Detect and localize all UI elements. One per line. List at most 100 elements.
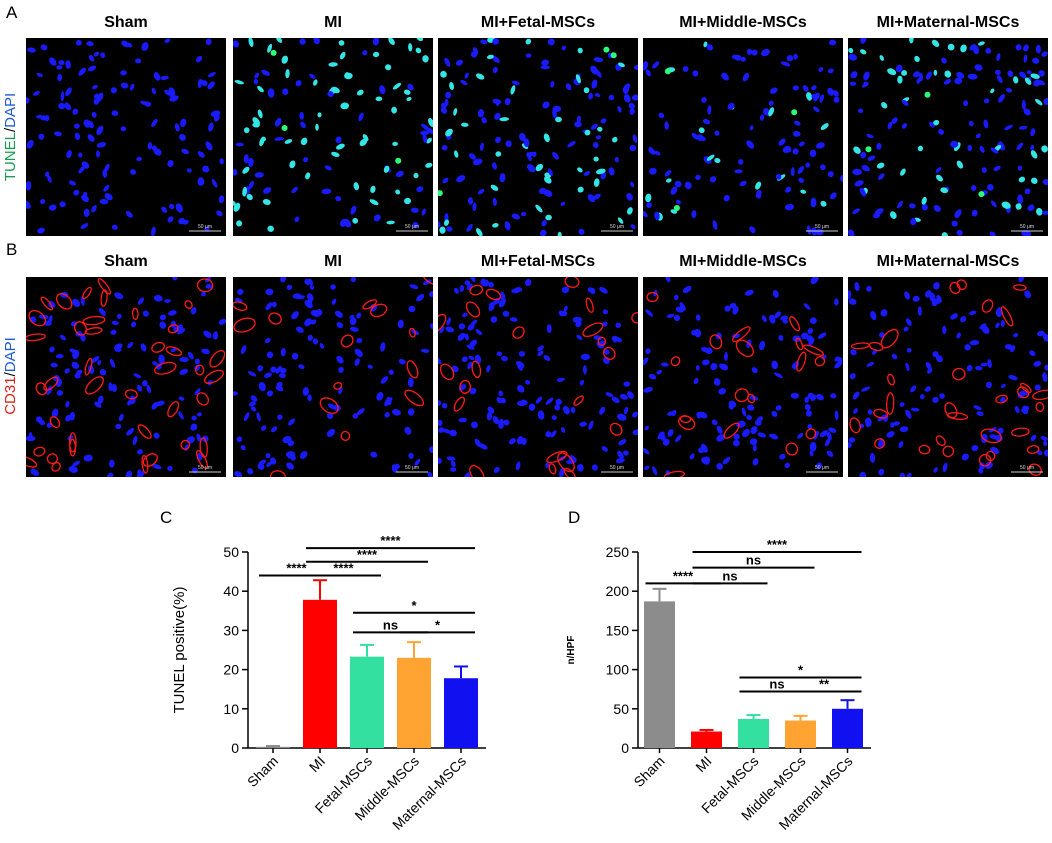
nucleus xyxy=(114,347,122,353)
nucleus xyxy=(848,437,856,443)
nucleus xyxy=(834,298,839,306)
nucleus xyxy=(133,373,141,379)
cd31-image-3: 50 μm xyxy=(643,277,843,477)
nucleus xyxy=(338,366,344,373)
nucleus xyxy=(464,280,471,286)
cd31-vessel xyxy=(548,463,557,475)
cd31-vessel xyxy=(956,279,967,291)
nucleus xyxy=(719,363,727,370)
nucleus xyxy=(439,226,446,234)
nucleus xyxy=(859,471,867,477)
nucleus xyxy=(291,352,299,360)
nucleus xyxy=(538,187,546,194)
nucleus xyxy=(714,157,721,164)
nucleus xyxy=(574,121,582,128)
nucleus xyxy=(194,388,201,396)
nucleus xyxy=(354,358,360,367)
nucleus xyxy=(927,367,933,374)
nucleus xyxy=(259,136,265,147)
nucleus xyxy=(391,106,398,114)
cd31-vessel xyxy=(195,364,205,376)
micrograph-canvas: 50 μm xyxy=(643,39,843,236)
nucleus xyxy=(130,169,137,175)
column-label-fetal-b: MI+Fetal-MSCs xyxy=(480,253,596,270)
nucleus xyxy=(91,205,97,213)
cd31-vessel xyxy=(100,289,108,307)
tunel-image-2: 50 μm xyxy=(438,38,638,236)
nucleus xyxy=(151,226,156,236)
nucleus xyxy=(1001,201,1011,209)
nucleus xyxy=(817,332,827,339)
nucleus xyxy=(867,155,876,161)
nucleus xyxy=(250,395,258,402)
nucleus xyxy=(821,354,827,360)
micrograph-canvas: 50 μm xyxy=(233,38,433,232)
nucleus xyxy=(127,341,134,349)
nucleus xyxy=(453,108,458,116)
nucleus xyxy=(125,470,132,477)
nucleus xyxy=(692,70,699,77)
nucleus xyxy=(691,210,697,219)
cd31-vessel xyxy=(82,286,92,300)
cd31-vessel xyxy=(73,321,88,336)
nucleus xyxy=(30,468,40,476)
nucleus xyxy=(612,136,618,143)
nucleus xyxy=(168,87,174,98)
nucleus xyxy=(601,446,608,452)
cd31-vessel xyxy=(469,464,485,477)
tunel-image-3: 50 μm xyxy=(643,38,843,236)
nucleus xyxy=(327,91,334,97)
nucleus xyxy=(354,348,363,358)
nucleus xyxy=(492,416,500,425)
nucleus xyxy=(499,173,506,183)
nucleus xyxy=(420,130,430,136)
chart-c-y-tick-label: 10 xyxy=(223,701,239,717)
nucleus xyxy=(1036,207,1043,216)
nucleus xyxy=(595,135,602,140)
nucleus xyxy=(634,64,638,70)
nucleus xyxy=(307,394,312,402)
nucleus xyxy=(721,72,729,81)
nucleus xyxy=(664,169,672,177)
cd31-vessel xyxy=(1026,445,1040,454)
cd31-vessel xyxy=(438,313,447,334)
nucleus xyxy=(274,117,282,127)
nucleus xyxy=(207,71,216,78)
nucleus xyxy=(91,356,100,363)
nucleus xyxy=(1000,320,1005,328)
chart-c-bar-3 xyxy=(397,657,431,748)
nucleus xyxy=(92,84,98,90)
cd31-vessel xyxy=(796,351,807,372)
nucleus xyxy=(600,172,607,180)
nucleus xyxy=(975,133,981,139)
nucleus xyxy=(816,393,824,401)
nucleus xyxy=(442,428,451,434)
nucleus xyxy=(1019,71,1027,79)
nucleus xyxy=(797,432,804,439)
scale-bar-label: 50 μm xyxy=(198,224,212,230)
nucleus xyxy=(94,401,102,408)
nucleus xyxy=(356,312,362,319)
cd31-vessel xyxy=(469,284,484,296)
nucleus xyxy=(859,187,866,197)
nucleus xyxy=(1004,124,1013,131)
nucleus xyxy=(1018,125,1028,130)
nucleus xyxy=(256,412,261,422)
nucleus xyxy=(695,174,701,181)
chart-c-y-tick-label: 0 xyxy=(231,740,239,756)
nucleus xyxy=(555,116,562,123)
nucleus xyxy=(1041,210,1048,215)
chart-d-y-tick-label: 0 xyxy=(621,740,629,756)
nucleus xyxy=(552,108,557,119)
nucleus xyxy=(99,198,109,205)
nucleus xyxy=(670,186,678,195)
nucleus xyxy=(775,173,782,180)
nucleus xyxy=(932,351,939,358)
nucleus xyxy=(78,67,87,76)
nucleus xyxy=(779,453,786,460)
nucleus xyxy=(919,394,925,400)
nucleus xyxy=(648,148,656,155)
nucleus xyxy=(281,55,289,64)
nucleus xyxy=(439,326,445,334)
nucleus xyxy=(178,411,184,420)
